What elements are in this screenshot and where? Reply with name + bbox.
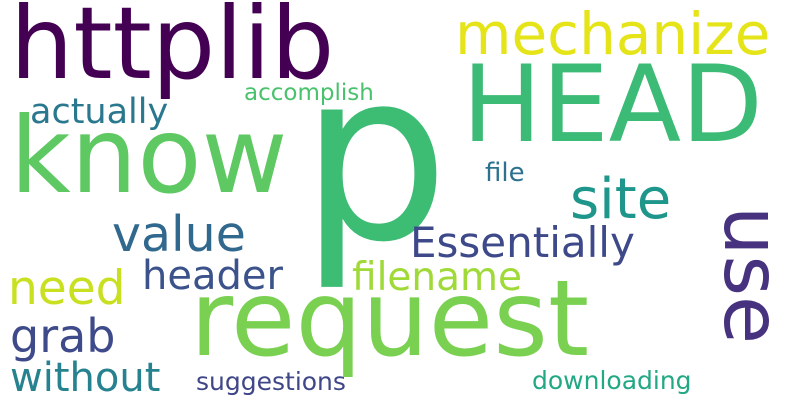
word-grab: grab [10, 309, 116, 363]
word-filename: filename [352, 255, 522, 300]
word-downloading: downloading [532, 366, 692, 395]
word-without: without [10, 355, 161, 400]
word-use: use [706, 205, 797, 345]
word-know: know [10, 95, 288, 217]
word-httplib: httplib [10, 0, 335, 102]
word-suggestions: suggestions [196, 367, 346, 396]
word-essentially: Essentially [410, 218, 635, 267]
word-accomplish: accomplish [244, 80, 374, 106]
word-request: request [190, 258, 590, 380]
word-actually: actually [30, 92, 169, 132]
word-mechanize: mechanize [455, 0, 771, 68]
word-file: file [485, 158, 525, 188]
word-need: need [8, 261, 126, 316]
word-value: value [112, 206, 246, 263]
word-p: p [300, 21, 450, 294]
word-site: site [570, 167, 672, 232]
word-header: header [142, 253, 283, 299]
word-head: HEAD [462, 43, 763, 166]
